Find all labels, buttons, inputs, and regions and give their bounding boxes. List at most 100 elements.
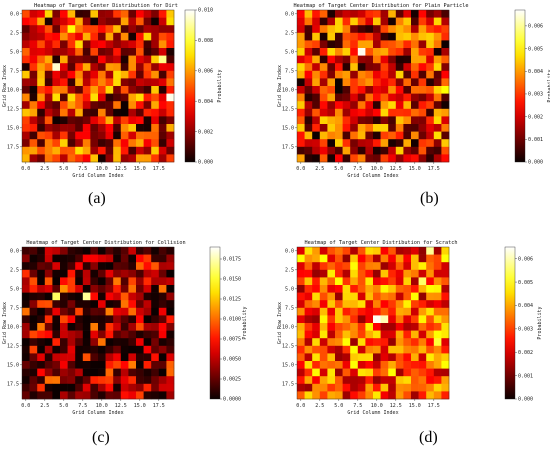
heatmap-cell: [403, 124, 412, 132]
heatmap-cell: [441, 55, 450, 64]
heatmap-cell: [388, 139, 397, 148]
heatmap-cell: [319, 17, 328, 26]
heatmap-cell: [143, 368, 152, 377]
heatmap-cell: [297, 269, 305, 278]
heatmap-cell: [365, 63, 374, 72]
heatmap-cell: [350, 139, 359, 148]
heatmap-cell: [143, 131, 152, 140]
heatmap-cell: [98, 247, 106, 255]
y-tick-label: 10.0: [282, 325, 294, 331]
heatmap-cell: [98, 63, 106, 72]
heatmap-cell: [380, 361, 389, 369]
heatmap-cell: [380, 124, 389, 132]
heatmap-cell: [441, 285, 450, 293]
heatmap-cell: [82, 86, 91, 94]
heatmap-cell: [441, 25, 450, 34]
heatmap-cell: [327, 101, 336, 110]
heatmap-cell: [304, 78, 313, 87]
colorbar-label: Probability: [242, 306, 248, 339]
heatmap-cell: [441, 254, 450, 263]
heatmap-cell: [75, 48, 84, 56]
heatmap-cell: [327, 10, 336, 18]
heatmap-cell: [113, 323, 122, 331]
x-tick-label: 17.5: [153, 403, 165, 409]
heatmap-cell: [113, 139, 122, 148]
heatmap-cell: [319, 262, 328, 271]
colorbar-tick-label: 0.003: [518, 327, 533, 333]
heatmap-cell: [82, 285, 91, 293]
heatmap-cell: [60, 376, 68, 385]
heatmap-cell: [44, 368, 53, 377]
heatmap-cell: [312, 154, 321, 163]
heatmap-cell: [327, 124, 336, 132]
heatmap-cell: [60, 17, 68, 26]
heatmap-cell: [426, 262, 435, 271]
heatmap-cell: [143, 25, 152, 34]
heatmap-cell: [52, 361, 61, 369]
heatmap-cell: [426, 307, 435, 316]
heatmap-cell: [418, 55, 427, 64]
heatmap-cell: [304, 247, 313, 255]
heatmap-cell: [418, 86, 427, 94]
x-tick-label: 5.0: [334, 403, 343, 409]
heatmap-cell: [158, 10, 167, 18]
heatmap-cell: [105, 285, 114, 293]
heatmap-cell: [335, 361, 343, 369]
heatmap-cell: [52, 247, 61, 255]
heatmap-cell: [327, 262, 336, 271]
colorbar-tick-label: 0.001: [528, 137, 543, 143]
heatmap-cell: [158, 330, 167, 339]
heatmap-cell: [44, 361, 53, 369]
heatmap-cell: [151, 154, 160, 163]
heatmap-cell: [60, 139, 68, 148]
heatmap-cell: [342, 10, 351, 18]
heatmap-cell: [113, 368, 122, 377]
chart-title: Heatmap of Target Center Distribution fo…: [34, 3, 178, 9]
heatmap-cell: [411, 262, 419, 271]
heatmap-cell: [67, 315, 76, 324]
heatmap-cell: [75, 17, 84, 26]
heatmap-cell: [395, 101, 404, 110]
heatmap-cell: [319, 10, 328, 18]
heatmap-cell: [350, 10, 359, 18]
heatmap-cell: [67, 139, 76, 148]
heatmap-cell: [411, 101, 419, 110]
heatmap-cell: [44, 32, 53, 41]
heatmap-cell: [403, 101, 412, 110]
heatmap-cell: [166, 338, 175, 347]
heatmap-cell: [37, 361, 46, 369]
heatmap-cell: [441, 345, 450, 354]
heatmap-cell: [327, 40, 336, 49]
heatmap-cell: [90, 124, 99, 132]
y-tick-label: 17.5: [282, 145, 294, 151]
heatmap-cell: [327, 146, 336, 155]
heatmap-cell: [67, 146, 76, 155]
heatmap-cell: [128, 269, 137, 278]
heatmap-cell: [98, 116, 106, 125]
heatmap-cell: [136, 383, 144, 392]
heatmap-cell: [441, 262, 450, 271]
heatmap-cell: [37, 376, 46, 385]
heatmap-cell: [342, 262, 351, 271]
y-axis-label: Grid Row Index: [277, 65, 283, 107]
heatmap-cell: [52, 93, 61, 102]
heatmap-cell: [158, 55, 167, 64]
heatmap-cell: [151, 131, 160, 140]
heatmap-cell: [335, 93, 343, 102]
heatmap-cell: [37, 131, 46, 140]
heatmap-cell: [365, 361, 374, 369]
heatmap-cell: [60, 63, 68, 72]
heatmap-cell: [136, 78, 144, 87]
heatmap-cell: [37, 383, 46, 392]
heatmap-cell: [365, 247, 374, 255]
heatmap-cell: [297, 345, 305, 354]
heatmap-cell: [98, 55, 106, 64]
heatmap-cell: [128, 139, 137, 148]
heatmap-cell: [98, 32, 106, 41]
heatmap-cell: [433, 307, 442, 316]
heatmap-cell: [327, 131, 336, 140]
heatmap-cell: [395, 17, 404, 26]
heatmap-cell: [98, 345, 106, 354]
heatmap-cell: [60, 146, 68, 155]
heatmap-cell: [342, 292, 351, 301]
